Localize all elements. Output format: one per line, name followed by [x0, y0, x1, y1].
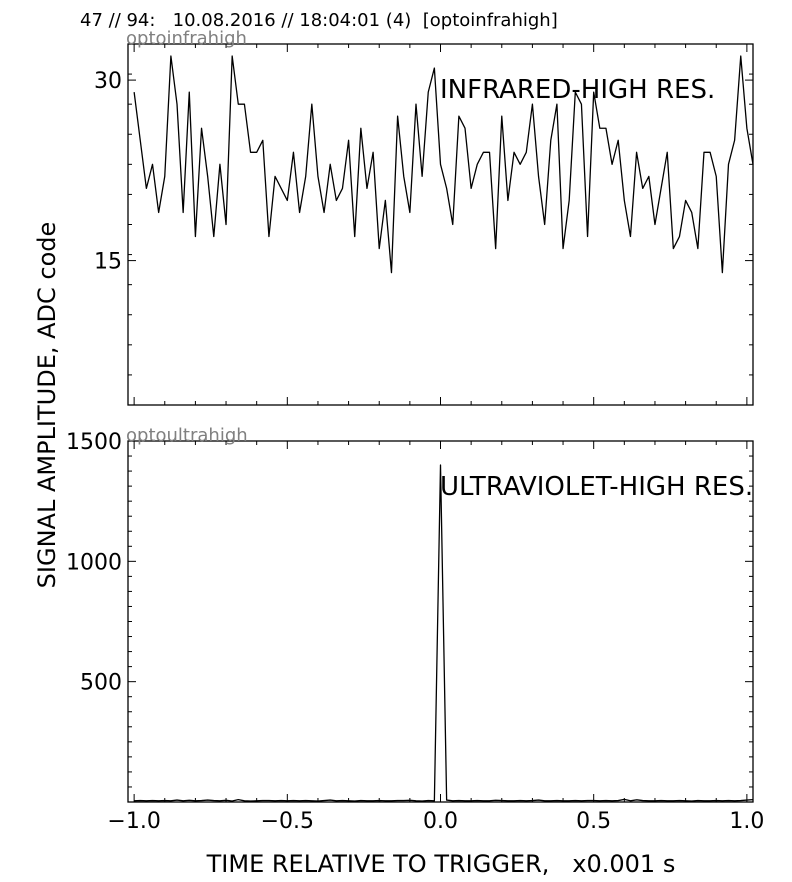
- y-tick-label: 1000: [66, 550, 122, 575]
- x-axis-label: TIME RELATIVE TO TRIGGER, x0.001 s: [206, 850, 676, 878]
- ultraviolet-panel: 500 1000 1500 −1.0 −0.5 0.0 0.5 1.0 optoultrahig…: [66, 425, 764, 834]
- x-tick-label: 0.0: [423, 809, 458, 834]
- y-tick-label: 1500: [66, 430, 122, 455]
- panel-tag-optoultrahigh: optoultrahigh: [126, 425, 248, 446]
- x-tick-label: 0.5: [576, 809, 611, 834]
- header-title: 47 // 94: 10.08.2016 // 18:04:01 (4) [op…: [80, 10, 558, 31]
- x-tick-label: 1.0: [729, 809, 764, 834]
- panel-tag-optoinfrahigh: optoinfrahigh: [126, 28, 247, 49]
- y-tick-label: 500: [80, 671, 122, 696]
- x-tick-label: −0.5: [261, 809, 314, 834]
- panel-annotation-optoinfrahigh: INFRARED-HIGH RES.: [440, 75, 715, 105]
- x-tick-label: −1.0: [107, 809, 160, 834]
- y-axis-label: SIGNAL AMPLITUDE, ADC code: [33, 222, 61, 589]
- y-tick-label: 30: [94, 69, 122, 94]
- y-tick-label: 15: [94, 250, 122, 275]
- series-line-optoultrahigh: [134, 464, 754, 802]
- panel-annotation-optoultrahigh: ULTRAVIOLET-HIGH RES.: [440, 472, 753, 502]
- series-line-optoinfrahigh: [133, 55, 754, 274]
